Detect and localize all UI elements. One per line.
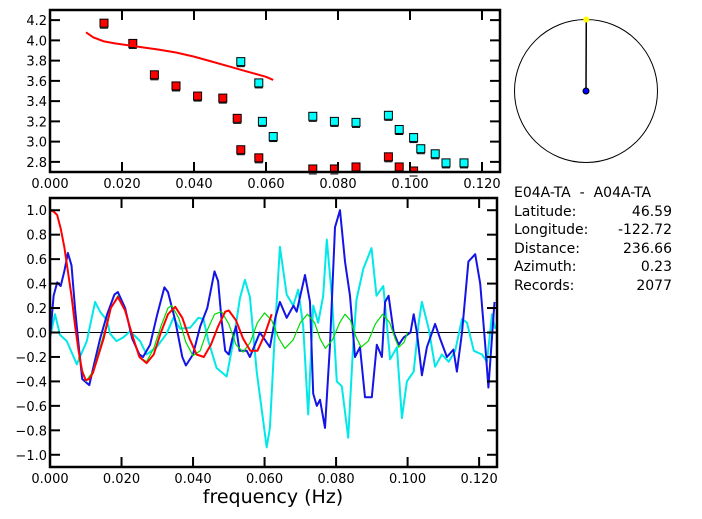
y-tick-label: −0.4 bbox=[15, 375, 47, 390]
dispersion-chart: 0.000 0.020 0.040 0.060 0.080 0.100 0.120 2.8 3.… bbox=[26, 8, 502, 192]
correlation-chart: 0.000 0.020 0.040 0.060 0.080 0.100 0.120 −1.0 −… bbox=[15, 196, 499, 487]
x-tick-label: 0.120 bbox=[461, 472, 498, 487]
data-point bbox=[459, 158, 469, 168]
y-tick-label: 3.6 bbox=[26, 75, 47, 90]
data-point bbox=[257, 116, 267, 126]
y-tick-label: 2.8 bbox=[26, 156, 47, 171]
data-point bbox=[383, 110, 393, 120]
info-value: 46.59 bbox=[631, 203, 672, 220]
y-tick-label: 3.2 bbox=[26, 115, 47, 130]
station-info-panel: E04A-TA - A04A-TA Latitude: 46.59 Longitu… bbox=[514, 184, 672, 295]
y-tick-label: 3.0 bbox=[26, 136, 47, 151]
y-tick-label: 1.0 bbox=[26, 204, 47, 219]
y-tick-label: 0.4 bbox=[26, 278, 47, 293]
info-value: -122.72 bbox=[617, 222, 672, 238]
info-label: Azimuth: bbox=[514, 259, 577, 275]
info-value: 0.23 bbox=[640, 259, 672, 275]
data-point bbox=[99, 18, 109, 28]
data-point bbox=[254, 153, 264, 163]
info-label: Latitude: bbox=[514, 203, 577, 220]
data-point bbox=[232, 113, 242, 123]
info-distance: Distance: 236.66 bbox=[514, 240, 672, 259]
data-point bbox=[308, 164, 318, 172]
info-value: 236.66 bbox=[623, 240, 672, 257]
y-tick-label: 4.2 bbox=[26, 14, 47, 29]
data-point bbox=[394, 162, 404, 172]
station-pair: E04A-TA - A04A-TA bbox=[514, 185, 652, 201]
y-tick-label: 4.0 bbox=[26, 34, 47, 49]
info-value: 2077 bbox=[636, 277, 672, 294]
station-marker bbox=[582, 87, 590, 95]
x-axis-label: frequency (Hz) bbox=[203, 486, 343, 508]
data-point bbox=[128, 38, 138, 48]
data-point bbox=[268, 132, 278, 142]
data-point bbox=[236, 145, 246, 155]
x-tick-label: 0.060 bbox=[246, 472, 283, 487]
x-tick-label: 0.100 bbox=[391, 177, 428, 192]
x-tick-label: 0.080 bbox=[319, 177, 356, 192]
plot-frame bbox=[48, 8, 502, 174]
y-tick-label: 3.8 bbox=[26, 55, 47, 70]
info-latitude: Latitude: 46.59 bbox=[514, 203, 672, 222]
data-point bbox=[329, 116, 339, 126]
series-line-2 bbox=[85, 31, 274, 81]
x-tick-label: 0.060 bbox=[247, 177, 284, 192]
data-point bbox=[193, 91, 203, 101]
x-tick-label: 0.000 bbox=[31, 472, 68, 487]
data-point bbox=[351, 162, 361, 172]
data-point bbox=[441, 158, 451, 168]
x-tick-label: 0.100 bbox=[389, 472, 426, 487]
y-tick-label: 0.8 bbox=[26, 229, 47, 244]
data-point bbox=[218, 93, 228, 103]
y-tick-label: −0.8 bbox=[15, 424, 47, 439]
x-tick-label: 0.020 bbox=[103, 177, 140, 192]
x-tick-label: 0.080 bbox=[317, 472, 354, 487]
y-tick-label: 0.0 bbox=[26, 327, 47, 342]
x-tick-label: 0.000 bbox=[31, 177, 68, 192]
series-line-0 bbox=[50, 238, 497, 449]
x-tick-label: 0.040 bbox=[174, 472, 211, 487]
data-point bbox=[254, 78, 264, 88]
data-point bbox=[351, 117, 361, 127]
x-tick-label: 0.040 bbox=[175, 177, 212, 192]
data-point bbox=[236, 57, 246, 67]
info-records: Records: 2077 bbox=[514, 277, 672, 296]
y-tick-label: −0.6 bbox=[15, 400, 47, 415]
y-tick-label: 0.2 bbox=[26, 302, 47, 317]
data-point bbox=[308, 111, 318, 121]
series-line-1 bbox=[50, 209, 496, 429]
data-point bbox=[416, 144, 426, 154]
info-label: Records: bbox=[514, 277, 575, 294]
x-tick-label: 0.020 bbox=[103, 472, 140, 487]
info-longitude: Longitude: -122.72 bbox=[514, 221, 672, 240]
data-point bbox=[409, 133, 419, 143]
info-azimuth: Azimuth: 0.23 bbox=[514, 258, 672, 277]
x-tick-label: 0.120 bbox=[463, 177, 500, 192]
data-point bbox=[171, 81, 181, 91]
data-point bbox=[149, 70, 159, 80]
y-tick-label: 0.6 bbox=[26, 253, 47, 268]
y-tick-label: −1.0 bbox=[15, 449, 47, 464]
info-label: Distance: bbox=[514, 240, 580, 257]
info-label: Longitude: bbox=[514, 222, 589, 238]
azimuth-plot bbox=[514, 16, 658, 163]
data-point bbox=[430, 149, 440, 159]
azimuth-direction-marker bbox=[583, 16, 590, 23]
y-tick-label: 3.4 bbox=[26, 95, 47, 110]
data-point bbox=[394, 124, 404, 134]
series-line-3 bbox=[50, 209, 273, 382]
y-tick-label: −0.2 bbox=[15, 351, 47, 366]
data-point bbox=[383, 152, 393, 162]
